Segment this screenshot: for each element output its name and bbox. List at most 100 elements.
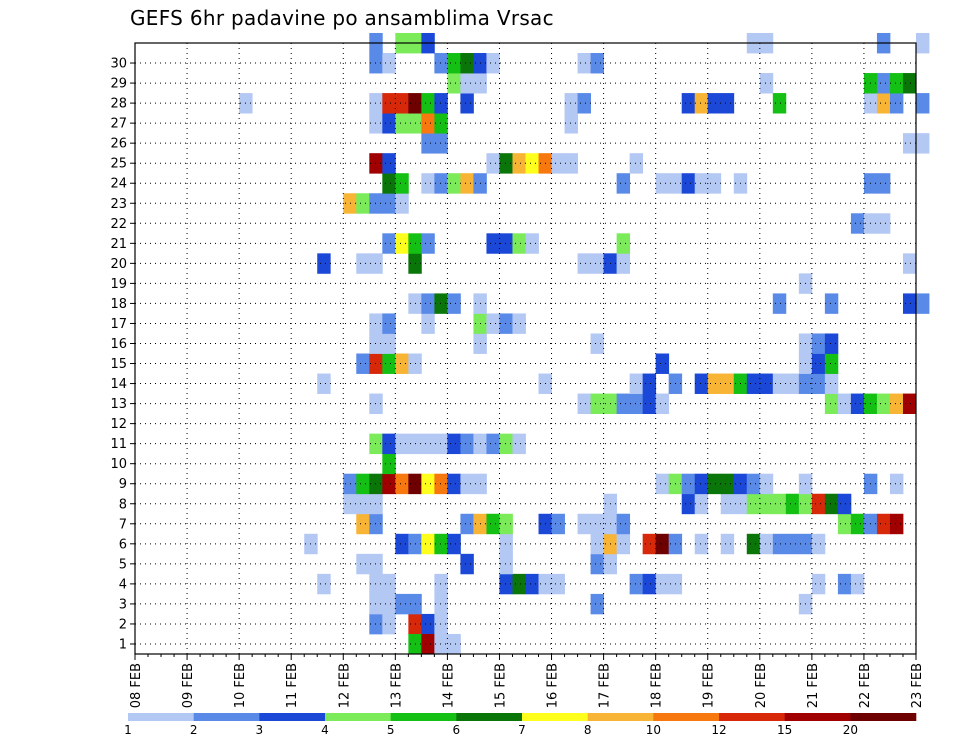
heatmap-cell	[824, 393, 839, 414]
heatmap-cell	[916, 293, 930, 314]
heatmap-cell	[382, 233, 396, 254]
heatmap-cell	[369, 93, 383, 114]
x-tick-label: 12 FEB	[337, 663, 352, 708]
y-tick-label: 21	[110, 237, 127, 252]
heatmap-cell	[421, 433, 435, 455]
heatmap-cell	[916, 133, 930, 154]
heatmap-cell	[421, 293, 435, 314]
chart-title: GEFS 6hr padavine po ansamblima Vrsac	[130, 6, 554, 30]
heatmap-cell	[369, 193, 383, 214]
heatmap-cell	[916, 93, 930, 114]
heatmap-cell	[356, 353, 370, 374]
heatmap-cell	[499, 513, 513, 535]
heatmap-cell	[434, 53, 448, 74]
heatmap-cell	[889, 73, 904, 94]
heatmap-cell	[369, 553, 383, 575]
x-tick-label: 11 FEB	[285, 663, 300, 708]
y-tick-label: 26	[110, 137, 127, 152]
heatmap-cell	[486, 433, 500, 455]
heatmap-cell	[837, 393, 852, 414]
colorbar: 1 2 3 4 5 6 7 8 10 12 15 20	[124, 713, 917, 737]
colorbar-label: 1	[124, 723, 132, 737]
heatmap-cell	[395, 193, 409, 214]
y-tick-label: 27	[110, 117, 127, 132]
heatmap-cell	[759, 473, 774, 495]
x-tick-label: 10 FEB	[233, 663, 248, 708]
y-tick-label: 1	[119, 637, 127, 652]
heatmap-cell	[876, 73, 891, 94]
y-tick-label: 16	[110, 337, 127, 352]
heatmap-cell	[707, 173, 722, 194]
heatmap-cell	[421, 233, 435, 254]
heatmap-cell	[395, 353, 409, 374]
y-tick-label: 13	[110, 397, 127, 412]
heatmap-cell	[772, 93, 787, 114]
heatmap-cell	[876, 173, 891, 194]
colorbar-label: 4	[321, 723, 329, 737]
heatmap-cell	[382, 353, 396, 374]
heatmap-cell	[395, 233, 409, 254]
colorbar-segment	[259, 713, 326, 721]
heatmap-cell	[369, 513, 383, 535]
heatmap-cell	[785, 533, 800, 555]
heatmap-cell	[694, 533, 709, 555]
y-tick-label: 28	[110, 97, 127, 112]
heatmap-cell	[369, 613, 383, 635]
heatmap-cell	[356, 193, 370, 214]
heatmap-cell	[837, 493, 852, 515]
heatmap-cell	[551, 573, 565, 595]
colorbar-segment	[390, 713, 457, 721]
heatmap-cell	[850, 573, 865, 595]
heatmap-cell	[499, 553, 513, 575]
x-tick-label: 19 FEB	[702, 663, 717, 708]
heatmap-cell	[759, 533, 774, 555]
heatmap-cell	[564, 153, 578, 174]
heatmap-cell	[434, 113, 448, 134]
heatmap-cell	[629, 393, 644, 414]
heatmap-cell	[369, 333, 383, 354]
heatmap-cell	[837, 513, 852, 535]
x-tick-label: 18 FEB	[650, 663, 665, 708]
heatmap-cell	[369, 353, 383, 374]
heatmap-cell	[525, 233, 539, 254]
y-tick-label: 2	[119, 617, 127, 632]
heatmap-cell	[395, 473, 409, 495]
heatmap-cell	[746, 373, 761, 394]
heatmap-cell	[811, 373, 826, 394]
heatmap-cell	[564, 113, 578, 134]
heatmap-cell	[382, 453, 396, 475]
heatmap-cell	[616, 533, 631, 555]
heatmap-cell	[382, 433, 396, 455]
heatmap-cell	[382, 193, 396, 214]
heatmap-cell	[512, 313, 526, 334]
heatmap-cell	[616, 173, 631, 194]
y-tick-label: 14	[110, 377, 127, 392]
y-axis: 1234567891011121314151617181920212223242…	[110, 57, 135, 652]
heatmap-cell	[824, 493, 839, 515]
heatmap-cell	[369, 593, 383, 615]
heatmap-cell	[395, 113, 409, 134]
heatmap-cell	[772, 373, 787, 394]
colorbar-label: 3	[256, 723, 264, 737]
heatmap-cell	[512, 233, 526, 254]
heatmap-cell	[655, 393, 670, 414]
heatmap-cell	[616, 253, 631, 274]
heatmap-cell	[876, 513, 891, 535]
colorbar-label: 20	[843, 723, 858, 737]
y-tick-label: 29	[110, 77, 127, 92]
heatmap-cell	[395, 93, 409, 114]
heatmap-cell	[811, 353, 826, 374]
heatmap-cell	[629, 373, 644, 394]
colorbar-segment	[850, 713, 917, 721]
heatmap-cell	[434, 593, 448, 615]
y-tick-label: 18	[110, 297, 127, 312]
heatmap-cell	[460, 553, 474, 575]
heatmap-cell	[356, 473, 370, 495]
heatmap-cell	[681, 493, 696, 515]
heatmap-cell	[499, 233, 513, 254]
colorbar-segment	[587, 713, 654, 721]
heatmap-cell	[642, 373, 657, 394]
colorbar-label: 12	[711, 723, 726, 737]
heatmap-cell	[889, 393, 904, 414]
y-tick-label: 11	[110, 437, 127, 452]
